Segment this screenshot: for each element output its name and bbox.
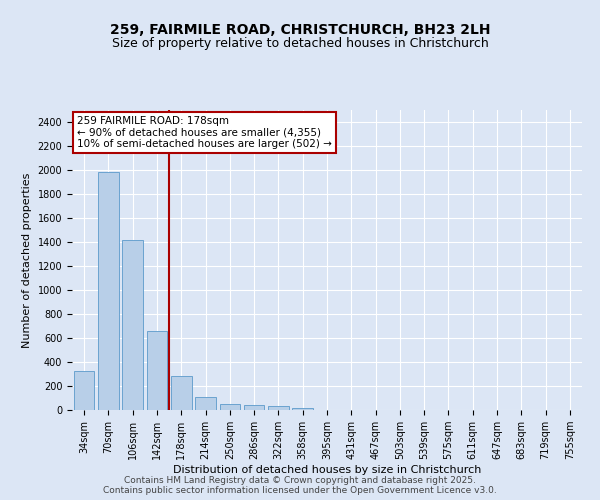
Bar [268,406,289,410]
Y-axis label: Number of detached properties: Number of detached properties [22,172,32,348]
Text: Contains HM Land Registry data © Crown copyright and database right 2025.
Contai: Contains HM Land Registry data © Crown c… [103,476,497,495]
Bar [171,376,191,410]
Bar [146,331,167,410]
Bar [122,240,143,410]
Text: 259 FAIRMILE ROAD: 178sqm
← 90% of detached houses are smaller (4,355)
10% of se: 259 FAIRMILE ROAD: 178sqm ← 90% of detac… [77,116,332,149]
Bar [220,404,240,410]
Bar [98,172,119,410]
Bar [74,371,94,410]
X-axis label: Distribution of detached houses by size in Christchurch: Distribution of detached houses by size … [173,465,481,475]
Text: 259, FAIRMILE ROAD, CHRISTCHURCH, BH23 2LH: 259, FAIRMILE ROAD, CHRISTCHURCH, BH23 2… [110,22,490,36]
Bar [244,405,265,410]
Bar [195,398,216,410]
Bar [292,408,313,410]
Text: Size of property relative to detached houses in Christchurch: Size of property relative to detached ho… [112,38,488,51]
